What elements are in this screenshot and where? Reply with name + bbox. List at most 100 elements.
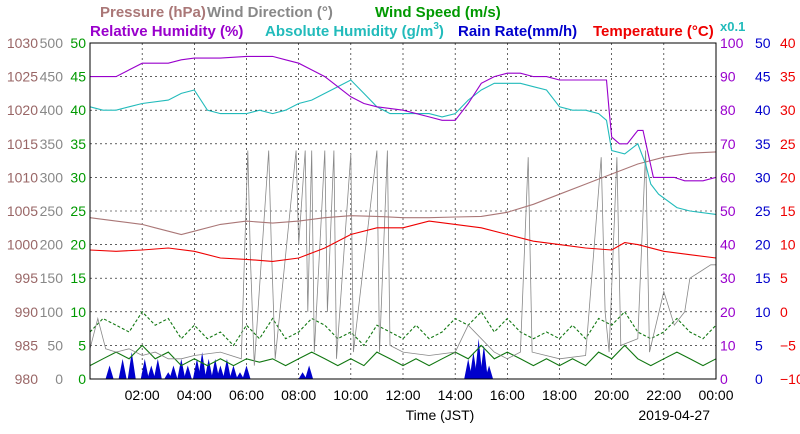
rain-bar (305, 365, 314, 379)
rain-bar (216, 365, 225, 379)
tick-label-rain: 35 (755, 136, 771, 152)
tick-label-rain: 20 (755, 237, 771, 253)
rain-bar (118, 358, 127, 379)
tick-label-temperature: 30 (780, 102, 796, 118)
tick-label-wind-speed: 50 (70, 35, 86, 51)
series-line-temp (89, 220, 717, 262)
tick-label-rain: 10 (755, 304, 771, 320)
plot-frame (89, 42, 717, 380)
x-tick-label: 00:00 (698, 387, 733, 403)
tick-label-wind-dir: 500 (40, 35, 64, 51)
tick-label-wind-speed: 30 (70, 169, 86, 185)
x-tick-label: 14:00 (438, 387, 473, 403)
rain-bar (242, 365, 251, 379)
tick-label-temperature: −5 (780, 337, 796, 353)
rain-bar (211, 358, 220, 379)
tick-label-wind-dir: 450 (40, 69, 64, 85)
tick-label-humidity: 100 (720, 35, 744, 51)
legend-pressure: Pressure (hPa) (100, 4, 206, 21)
tick-label-wind-speed: 25 (70, 203, 86, 219)
tick-label-pressure: 1010 (7, 169, 38, 185)
tick-label-pressure: 1005 (7, 203, 38, 219)
tick-label-wind-speed: 0 (78, 371, 86, 387)
tick-label-temperature: 5 (780, 270, 788, 286)
tick-label-temperature: 20 (780, 169, 796, 185)
tick-label-wind-dir: 200 (40, 237, 64, 253)
legend-relative-humidity: Relative Humidity (%) (90, 23, 243, 40)
rain-bar (204, 358, 213, 379)
legend-temperature: Temperature (°C) (593, 23, 714, 40)
tick-label-wind-dir: 0 (55, 371, 63, 387)
rain-bar (177, 358, 186, 379)
legend-absolute-humidity: Absolute Humidity (g/m3) (265, 21, 444, 40)
legend-wind-speed: Wind Speed (m/s) (375, 4, 501, 21)
series-lines (89, 55, 717, 367)
x-axis-title: Time (JST) (406, 407, 475, 423)
tick-label-humidity: 40 (720, 237, 736, 253)
tick-label-humidity: 50 (720, 203, 736, 219)
tick-label-wind-speed: 45 (70, 69, 86, 85)
rain-bar (298, 372, 307, 379)
legend-rain-rate: Rain Rate(mm/h) (458, 23, 577, 40)
x-tick-label: 06:00 (229, 387, 264, 403)
rain-rate-bars (105, 338, 494, 379)
rain-bar (183, 365, 192, 379)
tick-label-pressure: 980 (15, 371, 39, 387)
date-label: 2019-04-27 (638, 407, 710, 423)
rain-bar (140, 358, 149, 379)
tick-label-wind-speed: 40 (70, 102, 86, 118)
tick-label-rain: 50 (755, 35, 771, 51)
tick-label-pressure: 995 (15, 270, 39, 286)
tick-label-rain: 0 (755, 371, 763, 387)
rain-bar (235, 372, 244, 379)
tick-label-rain: 25 (755, 203, 771, 219)
x-tick-label: 10:00 (333, 387, 368, 403)
x-tick-label: 18:00 (542, 387, 577, 403)
tick-label-temperature: 15 (780, 203, 796, 219)
rain-bar (479, 345, 488, 379)
rain-bar (147, 365, 156, 379)
tick-label-temperature: 25 (780, 136, 796, 152)
tick-label-humidity: 20 (720, 304, 736, 320)
tick-label-humidity: 80 (720, 102, 736, 118)
tick-label-wind-dir: 400 (40, 102, 64, 118)
tick-label-wind-speed: 15 (70, 270, 86, 286)
legend-ah-superscript: 3 (433, 21, 439, 32)
x-tick-label: 02:00 (125, 387, 160, 403)
tick-label-humidity: 30 (720, 270, 736, 286)
tick-label-wind-dir: 100 (40, 304, 64, 320)
tick-label-humidity: 60 (720, 169, 736, 185)
series-line-rh (90, 55, 717, 182)
tick-label-temperature: 40 (780, 35, 796, 51)
tick-label-wind-dir: 150 (40, 270, 64, 286)
rain-bar (127, 352, 136, 379)
tick-label-rain: 5 (755, 337, 763, 353)
tick-label-humidity: 0 (720, 371, 728, 387)
tick-label-wind-speed: 5 (78, 337, 86, 353)
tick-label-rain: 30 (755, 169, 771, 185)
x-tick-label: 08:00 (281, 387, 316, 403)
tick-label-wind-speed: 10 (70, 304, 86, 320)
series-line-wind-gust (89, 310, 717, 347)
axis-ticks: 9809859909951000100510101015102010251030… (7, 35, 800, 403)
tick-label-pressure: 985 (15, 337, 39, 353)
tick-label-wind-speed: 35 (70, 136, 86, 152)
tick-label-humidity: 90 (720, 69, 736, 85)
series-line-pressure (89, 151, 717, 236)
tick-label-wind-dir: 50 (47, 337, 63, 353)
x-tick-label: 20:00 (594, 387, 629, 403)
legend-ah-scale: x0.1 (720, 19, 745, 34)
tick-label-temperature: 0 (780, 304, 788, 320)
x-tick-label: 12:00 (385, 387, 420, 403)
tick-label-rain: 45 (755, 69, 771, 85)
tick-label-wind-dir: 300 (40, 169, 64, 185)
legend-wind-direction: Wind Direction (°) (207, 4, 333, 21)
tick-label-pressure: 1030 (7, 35, 38, 51)
series-line-wind-speed (89, 344, 717, 367)
tick-label-wind-speed: 20 (70, 237, 86, 253)
tick-label-humidity: 70 (720, 136, 736, 152)
rain-bar (474, 338, 483, 379)
x-tick-label: 04:00 (177, 387, 212, 403)
tick-label-pressure: 1000 (7, 237, 38, 253)
